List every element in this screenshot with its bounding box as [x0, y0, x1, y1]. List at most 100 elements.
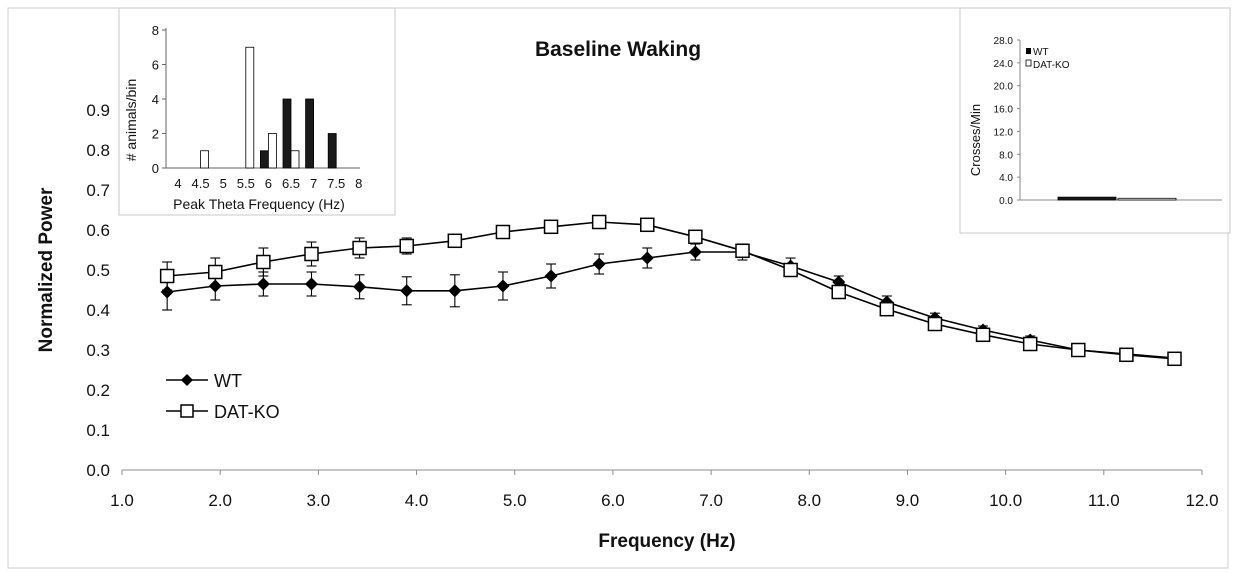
data-point: [592, 257, 606, 271]
data-point: [640, 217, 655, 233]
main-y-axis-label: Normalized Power: [36, 187, 57, 352]
data-point: [688, 245, 702, 259]
data-point: [208, 264, 223, 280]
inset-histogram-bar: [327, 133, 337, 169]
data-point: [304, 246, 319, 262]
inset-legend-label-wt: WT: [1033, 47, 1049, 58]
main-x-tick-label: 7.0: [699, 491, 723, 510]
inset-histogram-x-tick-label: 7.5: [327, 176, 345, 191]
inset-histogram-bar: [282, 98, 292, 169]
data-point: [160, 285, 174, 299]
main-x-tick-label: 9.0: [896, 491, 920, 510]
data-point: [640, 251, 654, 265]
data-point: [399, 238, 414, 254]
data-point: [447, 233, 463, 249]
inset-histogram-x-tick-label: 5.5: [237, 176, 255, 191]
inset-activity-y-tick-label: 4.0: [999, 173, 1013, 184]
inset-activity-y-tick-label: 28.0: [994, 36, 1014, 47]
inset-histogram-y-tick-label: 8: [152, 23, 159, 38]
main-chart-title: Baseline Waking: [535, 38, 701, 61]
main-x-tick-label: 5.0: [503, 491, 527, 510]
data-point: [688, 229, 703, 245]
data-point: [353, 280, 367, 294]
inset-histogram-bar: [245, 46, 255, 169]
data-point: [448, 284, 462, 298]
data-point: [495, 224, 511, 240]
inset-legend-label-datko: DAT-KO: [1033, 60, 1070, 71]
data-point: [352, 240, 367, 256]
inset-histogram-x-tick-label: 8: [355, 176, 362, 191]
data-point: [544, 269, 558, 283]
data-point: [975, 327, 991, 343]
inset-histogram-y-tick-label: 4: [152, 92, 159, 107]
inset-activity-y-tick-label: 12.0: [994, 127, 1014, 138]
main-x-tick-label: 6.0: [601, 491, 625, 510]
main-y-tick-label: 0.6: [86, 221, 110, 240]
main-y-tick-label: 0.7: [86, 181, 110, 200]
inset-activity: 0.0 4.0 8.0 12.0 16.0 20.0 24.0 28.0 Crosses/Mi…: [959, 7, 1231, 234]
data-point: [591, 214, 607, 230]
inset-histogram-bar: [259, 150, 269, 169]
inset-activity-bar: [1117, 197, 1177, 201]
data-point: [159, 268, 175, 284]
main-x-tick-label: 2.0: [208, 491, 232, 510]
data-point: [1167, 351, 1182, 367]
inset-legend-swatch-datko: [1025, 59, 1032, 67]
inset-histogram-bar: [267, 133, 277, 169]
figure-border: [7, 7, 1229, 569]
main-x-tick-label: 1.0: [110, 491, 134, 510]
inset-legend-swatch-wt: [1026, 48, 1031, 54]
inset-histogram-bar: [290, 150, 300, 169]
inset-histogram-x-tick-label: 6: [265, 176, 272, 191]
main-x-tick-label: 8.0: [797, 491, 821, 510]
inset-activity-y-tick-label: 24.0: [994, 59, 1014, 70]
data-point: [831, 284, 846, 300]
data-point: [1119, 347, 1134, 363]
inset-histogram-x-tick-label: 6.5: [282, 176, 300, 191]
main-x-tick-label: 10.0: [989, 491, 1022, 510]
inset-histogram-x-tick-label: 4.5: [192, 176, 210, 191]
legend-label-datko: DAT-KO: [214, 402, 280, 422]
inset-activity-bar: [1057, 196, 1117, 201]
main-y-tick-label: 0.2: [86, 381, 110, 400]
main-chart: 0.0 0.1 0.2 0.3 0.4 0.5 0.6 0.7 0.8 0.9 1.0 2.0 3.0…: [36, 38, 1219, 552]
inset-histogram-y-tick-label: 0: [152, 161, 159, 176]
inset-histogram-x-tick-label: 5: [220, 176, 227, 191]
data-point: [496, 279, 510, 293]
inset-histogram-bar: [200, 150, 210, 169]
inset-activity-y-label: Crosses/Min: [968, 104, 983, 176]
inset-histogram: 0 2 4 6 8 4 4.5 5 5.5 6 6.5 7 7.5 8 Peak Theta Frequ…: [118, 7, 396, 216]
inset-histogram-y-tick-label: 6: [152, 58, 159, 73]
inset-activity-y-tick-label: 16.0: [994, 105, 1014, 116]
main-y-tick-label: 0.5: [86, 261, 110, 280]
data-point: [735, 243, 750, 259]
main-x-tick-label: 3.0: [307, 491, 331, 510]
data-point: [543, 219, 559, 235]
legend-marker-datko: [180, 404, 194, 418]
legend-label-wt: WT: [214, 371, 242, 391]
main-x-tick-label: 12.0: [1185, 491, 1218, 510]
inset-activity-y-tick-label: 20.0: [994, 82, 1014, 93]
inset-histogram-frame: [118, 7, 396, 216]
main-y-tick-label: 0.9: [86, 101, 110, 120]
data-point: [256, 254, 271, 270]
inset-activity-legend: WT DAT-KO: [1025, 47, 1070, 71]
main-x-tick-label: 11.0: [1088, 491, 1120, 510]
main-legend: WT DAT-KO: [166, 371, 280, 422]
data-point: [927, 316, 943, 332]
main-y-tick-label: 0.1: [86, 421, 110, 440]
series-line: [167, 221, 1175, 360]
main-x-axis-label: Frequency (Hz): [598, 531, 735, 552]
inset-activity-y-tick-label: 0.0: [999, 196, 1013, 207]
inset-histogram-y-tick-label: 2: [152, 127, 159, 142]
inset-histogram-x-label: Peak Theta Frequency (Hz): [173, 196, 345, 212]
inset-histogram-x-tick-label: 7: [310, 176, 317, 191]
inset-activity-frame: [959, 7, 1231, 234]
inset-histogram-bar: [305, 98, 315, 169]
inset-activity-y-tick-label: 8.0: [999, 150, 1013, 161]
data-point: [783, 262, 798, 278]
data-point: [879, 301, 895, 317]
main-y-tick-label: 0.3: [86, 341, 110, 360]
